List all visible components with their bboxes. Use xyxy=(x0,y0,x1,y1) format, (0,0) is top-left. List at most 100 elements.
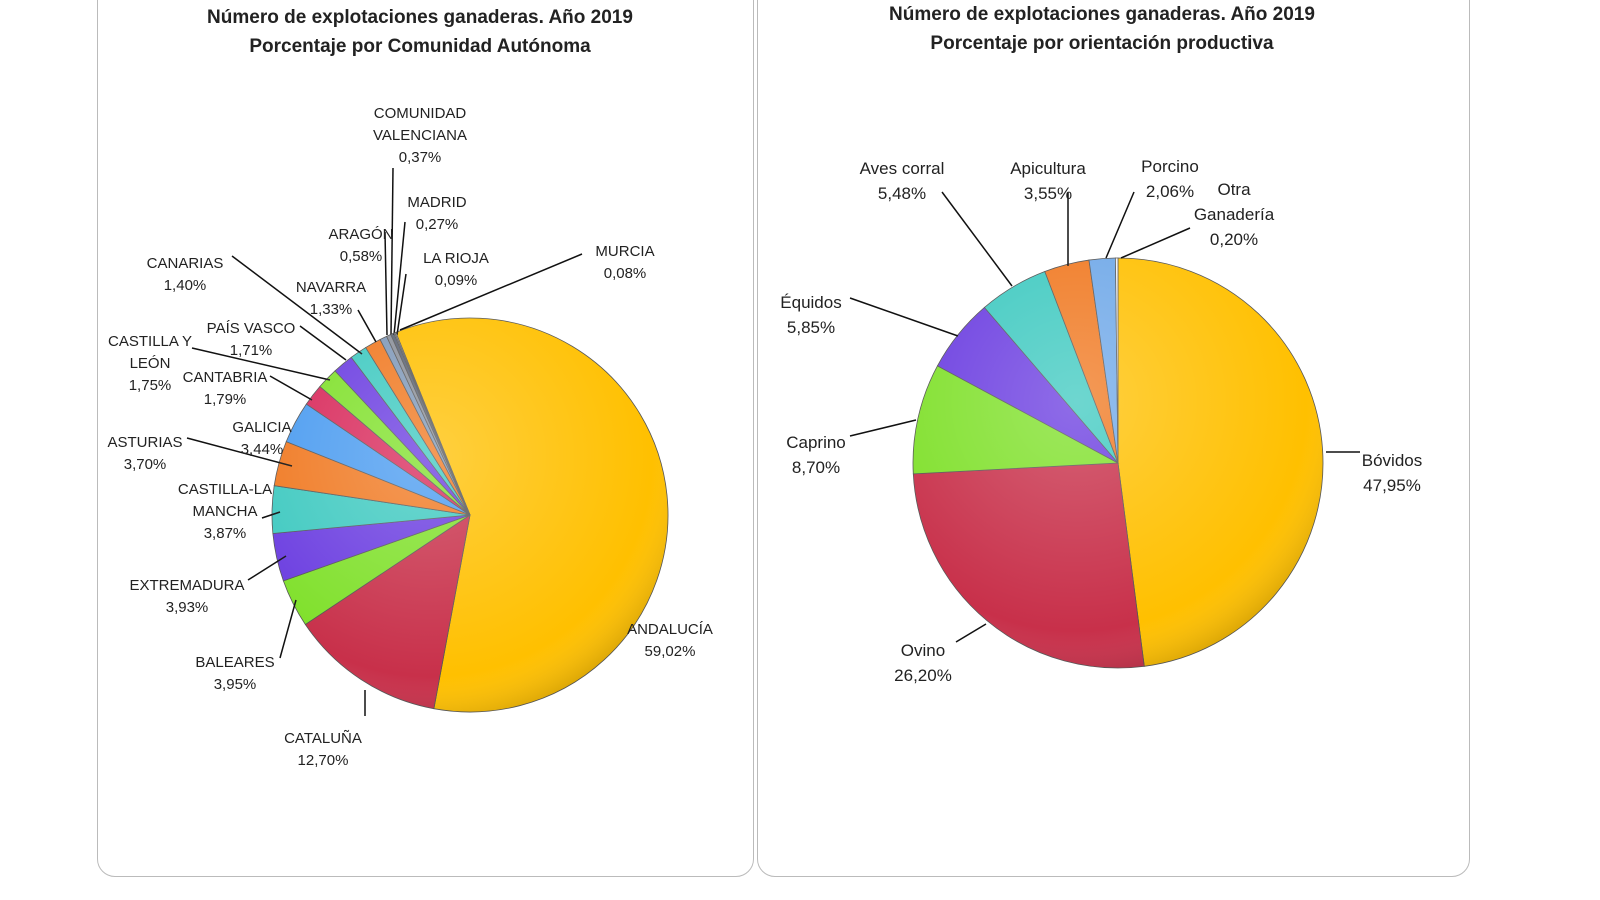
slice-label: Aves corral xyxy=(859,158,945,178)
slice-label: CASTILLA Y xyxy=(108,333,192,350)
leader-line xyxy=(269,375,313,401)
slice-value: 1,75% xyxy=(128,377,172,394)
leader-line xyxy=(231,255,363,355)
data-label: NAVARRA 1,33% xyxy=(296,277,366,321)
slice-label: CANARIAS xyxy=(146,255,224,272)
slice-label: ANDALUCÍA xyxy=(627,621,713,638)
slice-label: CATALUÑA xyxy=(284,730,362,747)
slice-label: CANTABRIA xyxy=(182,369,268,386)
slice-label: CASTILLA-LA xyxy=(177,481,273,498)
slice-value: 3,93% xyxy=(165,599,209,616)
slice-label: Équidos xyxy=(780,292,842,312)
data-label: Caprino 8,70% xyxy=(786,430,846,480)
slice-value: 3,70% xyxy=(123,456,167,473)
data-label: Otra Ganadería 0,20% xyxy=(1194,177,1274,252)
data-label: LA RIOJA 0,09% xyxy=(423,248,489,292)
slice-value: 3,87% xyxy=(203,525,247,542)
data-label: ARAGÓN 0,58% xyxy=(328,224,393,268)
slice-label: EXTREMADURA xyxy=(129,577,245,594)
slice-label: BALEARES xyxy=(195,654,275,671)
chart-title: Número de explotaciones ganaderas. Año 2… xyxy=(889,0,1315,58)
pie-shading xyxy=(913,258,1323,668)
slice-value: 47,95% xyxy=(1363,475,1421,495)
data-label: EXTREMADURA 3,93% xyxy=(129,575,244,619)
slice-value: 3,55% xyxy=(1023,183,1073,203)
data-label: Apicultura 3,55% xyxy=(1010,156,1086,206)
leader-line xyxy=(384,231,388,336)
slice-label: MADRID xyxy=(407,194,467,211)
slice-value: 5,48% xyxy=(877,183,927,203)
leader-line xyxy=(396,273,407,336)
leader-line xyxy=(399,253,583,331)
data-label: ANDALUCÍA 59,02% xyxy=(627,619,713,663)
slice-label: COMUNIDAD xyxy=(373,105,467,122)
slice-label: LA RIOJA xyxy=(423,250,489,267)
slice-label: MANCHA xyxy=(192,503,258,520)
leader-line xyxy=(390,167,394,336)
title-line: Número de explotaciones ganaderas. Año 2… xyxy=(889,4,1315,25)
leader-line xyxy=(186,437,293,467)
slice-value: 0,58% xyxy=(339,248,383,265)
slice-label: NAVARRA xyxy=(295,279,367,296)
slice-value: 2,06% xyxy=(1145,181,1195,201)
slice-value: 1,79% xyxy=(203,391,247,408)
data-label: Aves corral 5,48% xyxy=(860,156,945,206)
slice-value: 1,71% xyxy=(229,342,273,359)
leader-line xyxy=(941,191,1013,287)
slice-value: 8,70% xyxy=(791,457,841,477)
slice-value: 59,02% xyxy=(644,643,696,660)
slice-label: MURCIA xyxy=(595,243,655,260)
slice-value: 1,40% xyxy=(163,277,207,294)
leader-line xyxy=(279,599,297,659)
data-label: MADRID 0,27% xyxy=(407,192,466,236)
slice-label: Porcino xyxy=(1141,156,1199,176)
slice-value: 3,44% xyxy=(240,441,284,458)
slice-value: 3,95% xyxy=(213,676,257,693)
chart-title: Número de explotaciones ganaderas. Año 2… xyxy=(207,3,633,61)
data-label: GALICIA 3,44% xyxy=(232,417,291,461)
slice-value: 12,70% xyxy=(297,752,349,769)
slice-value: 0,37% xyxy=(398,149,442,166)
slice-label: Otra xyxy=(1217,179,1251,199)
data-label: CATALUÑA 12,70% xyxy=(284,728,362,772)
data-label: Bóvidos 47,95% xyxy=(1362,448,1422,498)
title-line: Número de explotaciones ganaderas. Año 2… xyxy=(207,7,633,28)
leader-line xyxy=(1120,227,1191,259)
slice-label: Bóvidos xyxy=(1361,450,1423,470)
data-label: MURCIA 0,08% xyxy=(595,241,654,285)
subtitle-line: Porcentaje por Comunidad Autónoma xyxy=(249,36,591,57)
slice-value: 26,20% xyxy=(894,665,952,685)
slice-label: Apicultura xyxy=(1010,158,1086,178)
data-label: CASTILLA Y LEÓN 1,75% xyxy=(108,331,192,397)
slice-label: LEÓN xyxy=(129,355,171,372)
leader-line xyxy=(191,347,331,381)
data-label: PAÍS VASCO 1,71% xyxy=(207,318,296,362)
data-label: Équidos 5,85% xyxy=(780,290,841,340)
slice-value: 0,09% xyxy=(434,272,478,289)
slice-value: 0,20% xyxy=(1209,229,1259,249)
leader-line xyxy=(299,325,347,361)
data-label: CANTABRIA 1,79% xyxy=(183,367,268,411)
slice-value: 1,33% xyxy=(309,301,353,318)
data-label: ASTURIAS 3,70% xyxy=(107,432,182,476)
slice-value: 5,85% xyxy=(786,317,836,337)
leader-line xyxy=(849,297,959,337)
subtitle-line: Porcentaje por orientación productiva xyxy=(930,33,1274,54)
leader-line xyxy=(849,419,917,437)
leader-line xyxy=(357,309,377,343)
slice-label: Ovino xyxy=(900,640,946,660)
slice-label: GALICIA xyxy=(232,419,292,436)
leader-line xyxy=(955,623,987,643)
data-label: COMUNIDAD VALENCIANA 0,37% xyxy=(373,103,467,169)
slice-value: 0,08% xyxy=(603,265,647,282)
data-label: CANARIAS 1,40% xyxy=(147,253,224,297)
leader-line xyxy=(1105,191,1135,259)
slice-label: Ganadería xyxy=(1193,204,1275,224)
leader-line xyxy=(393,221,406,336)
slice-label: PAÍS VASCO xyxy=(206,320,296,337)
pie-shading xyxy=(272,318,668,712)
data-label: Porcino 2,06% xyxy=(1141,154,1199,204)
data-label: CASTILLA-LA MANCHA 3,87% xyxy=(178,479,272,545)
data-label: Ovino 26,20% xyxy=(894,638,952,688)
slice-value: 0,27% xyxy=(415,216,459,233)
